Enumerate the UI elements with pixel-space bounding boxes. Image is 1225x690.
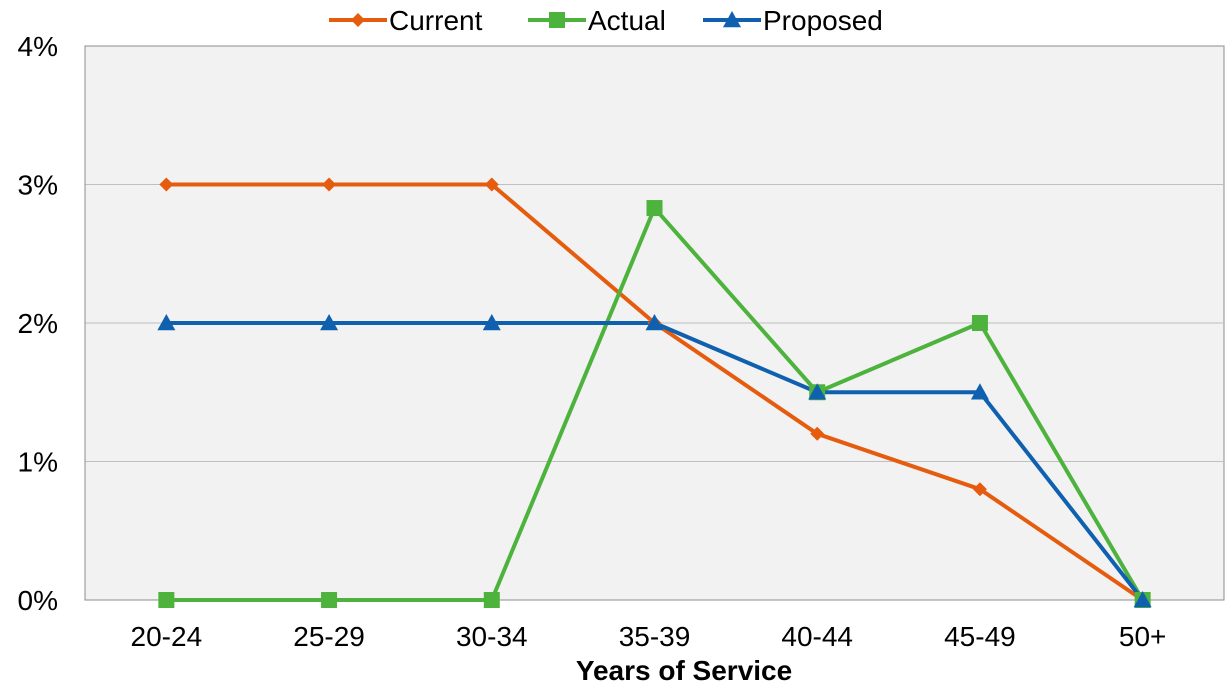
data-point-current [972,482,987,497]
data-point-proposed [808,383,827,400]
data-point-current [159,177,174,192]
y-tick-label: 0% [18,585,58,616]
y-tick-label: 4% [18,31,58,62]
x-axis-ticks: 20-24 25-29 30-34 35-39 40-44 45-49 50+ [131,621,1167,652]
data-point-actual [483,592,500,608]
x-tick-label: 35-39 [619,621,691,652]
data-point-proposed [970,383,989,400]
data-point-proposed [320,314,339,331]
x-tick-label: 25-29 [293,621,365,652]
legend: Current Actual Proposed [329,5,883,36]
data-point-current [484,177,499,192]
legend-label-proposed: Proposed [763,5,883,36]
data-point-current [810,426,825,441]
data-point-proposed [157,314,176,331]
x-tick-label: 40-44 [781,621,853,652]
x-axis-title: Years of Service [576,655,792,686]
x-tick-label: 50+ [1119,621,1167,652]
data-point-actual [646,200,663,217]
data-point-proposed [482,314,501,331]
y-tick-label: 1% [18,447,58,478]
x-tick-label: 30-34 [456,621,528,652]
y-tick-label: 3% [18,170,58,201]
legend-label-actual: Actual [588,5,666,36]
legend-marker-actual [549,12,565,28]
legend-marker-current [351,13,365,27]
data-point-current [322,177,337,192]
series-markers [157,177,1152,608]
y-tick-label: 2% [18,308,58,339]
data-point-proposed [645,314,664,331]
data-point-actual [971,315,988,331]
data-point-actual [321,592,338,608]
data-point-actual [158,592,175,608]
x-tick-label: 45-49 [944,621,1016,652]
legend-marker-proposed [723,11,741,28]
y-axis-ticks: 0% 1% 2% 3% 4% [18,31,58,616]
x-tick-label: 20-24 [131,621,203,652]
legend-label-current: Current [389,5,483,36]
data-point-proposed [1133,591,1152,608]
